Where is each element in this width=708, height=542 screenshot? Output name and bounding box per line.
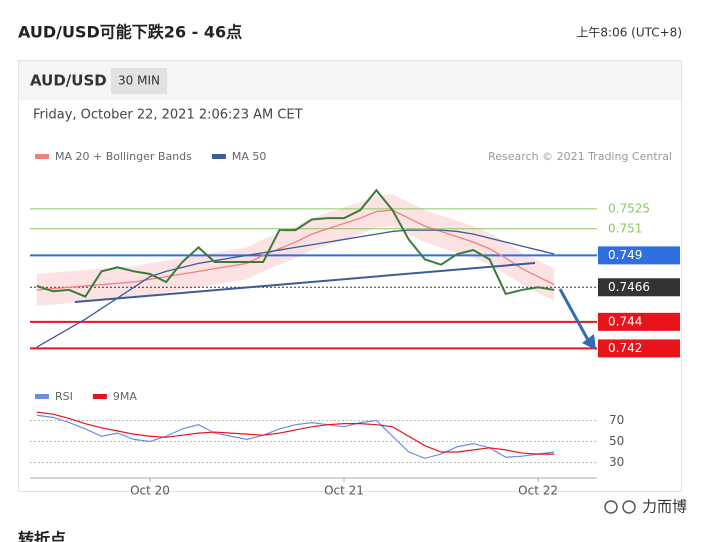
interval-button[interactable] — [111, 68, 167, 94]
legend-label: 9MA — [113, 390, 137, 403]
legend-label: RSI — [55, 390, 73, 403]
legend-label: MA 50 — [232, 150, 267, 163]
legend-swatch — [35, 154, 49, 159]
legend-swatch — [35, 394, 49, 399]
watermark-icon — [622, 500, 636, 514]
level-label: 0.744 — [608, 314, 642, 328]
rsi-tick-label: 70 — [609, 413, 624, 427]
rsi-line — [36, 414, 555, 459]
watermark-icon — [604, 500, 618, 514]
ma-line — [36, 229, 555, 348]
legend-swatch — [211, 154, 226, 159]
level-label: 0.7466 — [608, 280, 650, 294]
watermark: 力而博 — [642, 498, 687, 516]
section-heading: 转折点 — [18, 530, 66, 542]
subtitle: Friday, October 22, 2021 2:06:23 AM CET — [33, 108, 303, 123]
time: 上午8:06 (UTC+8) — [576, 26, 682, 40]
level-label: 0.7525 — [608, 201, 650, 215]
symbol: AUD/USD — [30, 72, 107, 90]
level-badge — [598, 278, 680, 297]
legend-swatch — [92, 394, 107, 399]
x-tick-label: Oct 22 — [518, 484, 558, 498]
ma-line — [36, 209, 555, 291]
rsi-tick-label: 50 — [609, 434, 624, 448]
level-label: 0.751 — [608, 221, 642, 235]
bollinger-band — [36, 194, 555, 306]
interval: 30 MIN — [118, 74, 160, 88]
rsi-line — [36, 411, 555, 455]
arrow-shaft — [558, 288, 590, 341]
level-badge — [598, 312, 680, 331]
credit: Research © 2021 Trading Central — [488, 150, 672, 163]
level-badge — [598, 246, 680, 265]
rsi-tick-label: 30 — [609, 455, 624, 469]
x-tick-label: Oct 21 — [324, 484, 364, 498]
arrow-head — [582, 334, 596, 350]
level-label: 0.742 — [608, 341, 642, 355]
level-label: 0.749 — [608, 248, 642, 262]
legend-label: MA 20 + Bollinger Bands — [55, 150, 192, 163]
price-line — [36, 188, 555, 298]
article-title: AUD/USD可能下跌26 - 46点 — [18, 23, 242, 42]
x-tick-label: Oct 20 — [130, 484, 170, 498]
level-badge — [598, 339, 680, 358]
trendline — [74, 262, 536, 303]
